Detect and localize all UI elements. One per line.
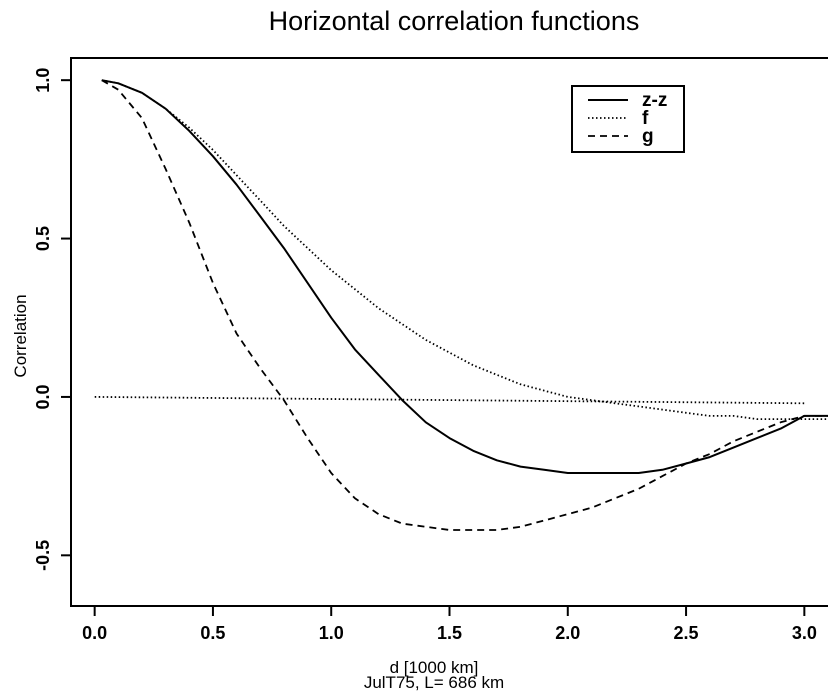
series-line-g	[101, 79, 828, 531]
x-tick-label: 0.5	[200, 623, 225, 643]
x-tick-label: 1.0	[319, 623, 344, 643]
series-line-f	[101, 79, 828, 420]
plot-frame	[70, 57, 828, 607]
y-tick-label: 1.0	[33, 68, 53, 93]
legend-label: z-z	[642, 90, 667, 111]
x-tick-label: 3.0	[792, 623, 817, 643]
x-tick-label: 1.5	[437, 623, 462, 643]
plot-area	[94, 79, 828, 531]
chart-subtitle: JulT75, L= 686 km	[364, 673, 504, 691]
series-line-z-z	[101, 79, 828, 474]
legend: z-zfg	[571, 85, 685, 153]
y-tick-label: 0.0	[33, 384, 53, 409]
x-tick-label: 2.5	[674, 623, 699, 643]
reference-line	[94, 396, 805, 405]
x-tick-label: 2.0	[555, 623, 580, 643]
chart-title: Horizontal correlation functions	[269, 6, 640, 36]
legend-label: f	[642, 108, 649, 129]
x-axis-label: d [1000 km]	[390, 658, 479, 677]
y-tick-label: -0.5	[33, 540, 53, 571]
legend-box	[571, 85, 685, 153]
legend-label: g	[642, 126, 654, 147]
axes: 0.0 0.5 1.0 1.5 2.0 2.5 3.0 -0.5 0.0 0.5 1.0	[33, 57, 828, 643]
x-tick-label: 0.0	[82, 623, 107, 643]
y-axis-label: Correlation	[11, 294, 30, 377]
y-tick-label: 0.5	[33, 226, 53, 251]
